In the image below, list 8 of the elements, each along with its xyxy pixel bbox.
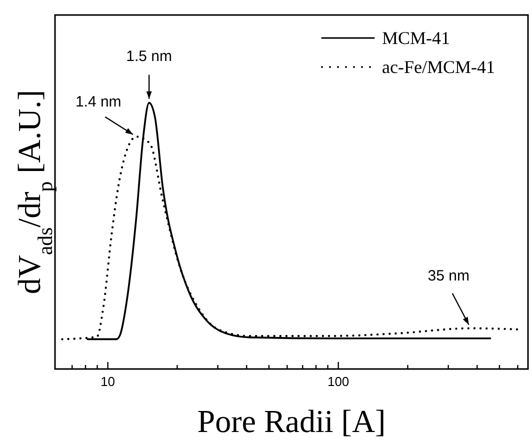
x-tick-label: 10 xyxy=(100,374,116,389)
annotation: 1.4 nm xyxy=(75,94,122,111)
legend-label: ac-Fe/MCM-41 xyxy=(382,57,495,77)
x-axis-title: Pore Radii [A] xyxy=(197,403,386,439)
annotation: 35 nm xyxy=(428,267,470,284)
legend-label: MCM-41 xyxy=(382,28,450,48)
annotation: 1.5 nm xyxy=(126,48,172,65)
x-tick-label: 100 xyxy=(327,374,350,389)
